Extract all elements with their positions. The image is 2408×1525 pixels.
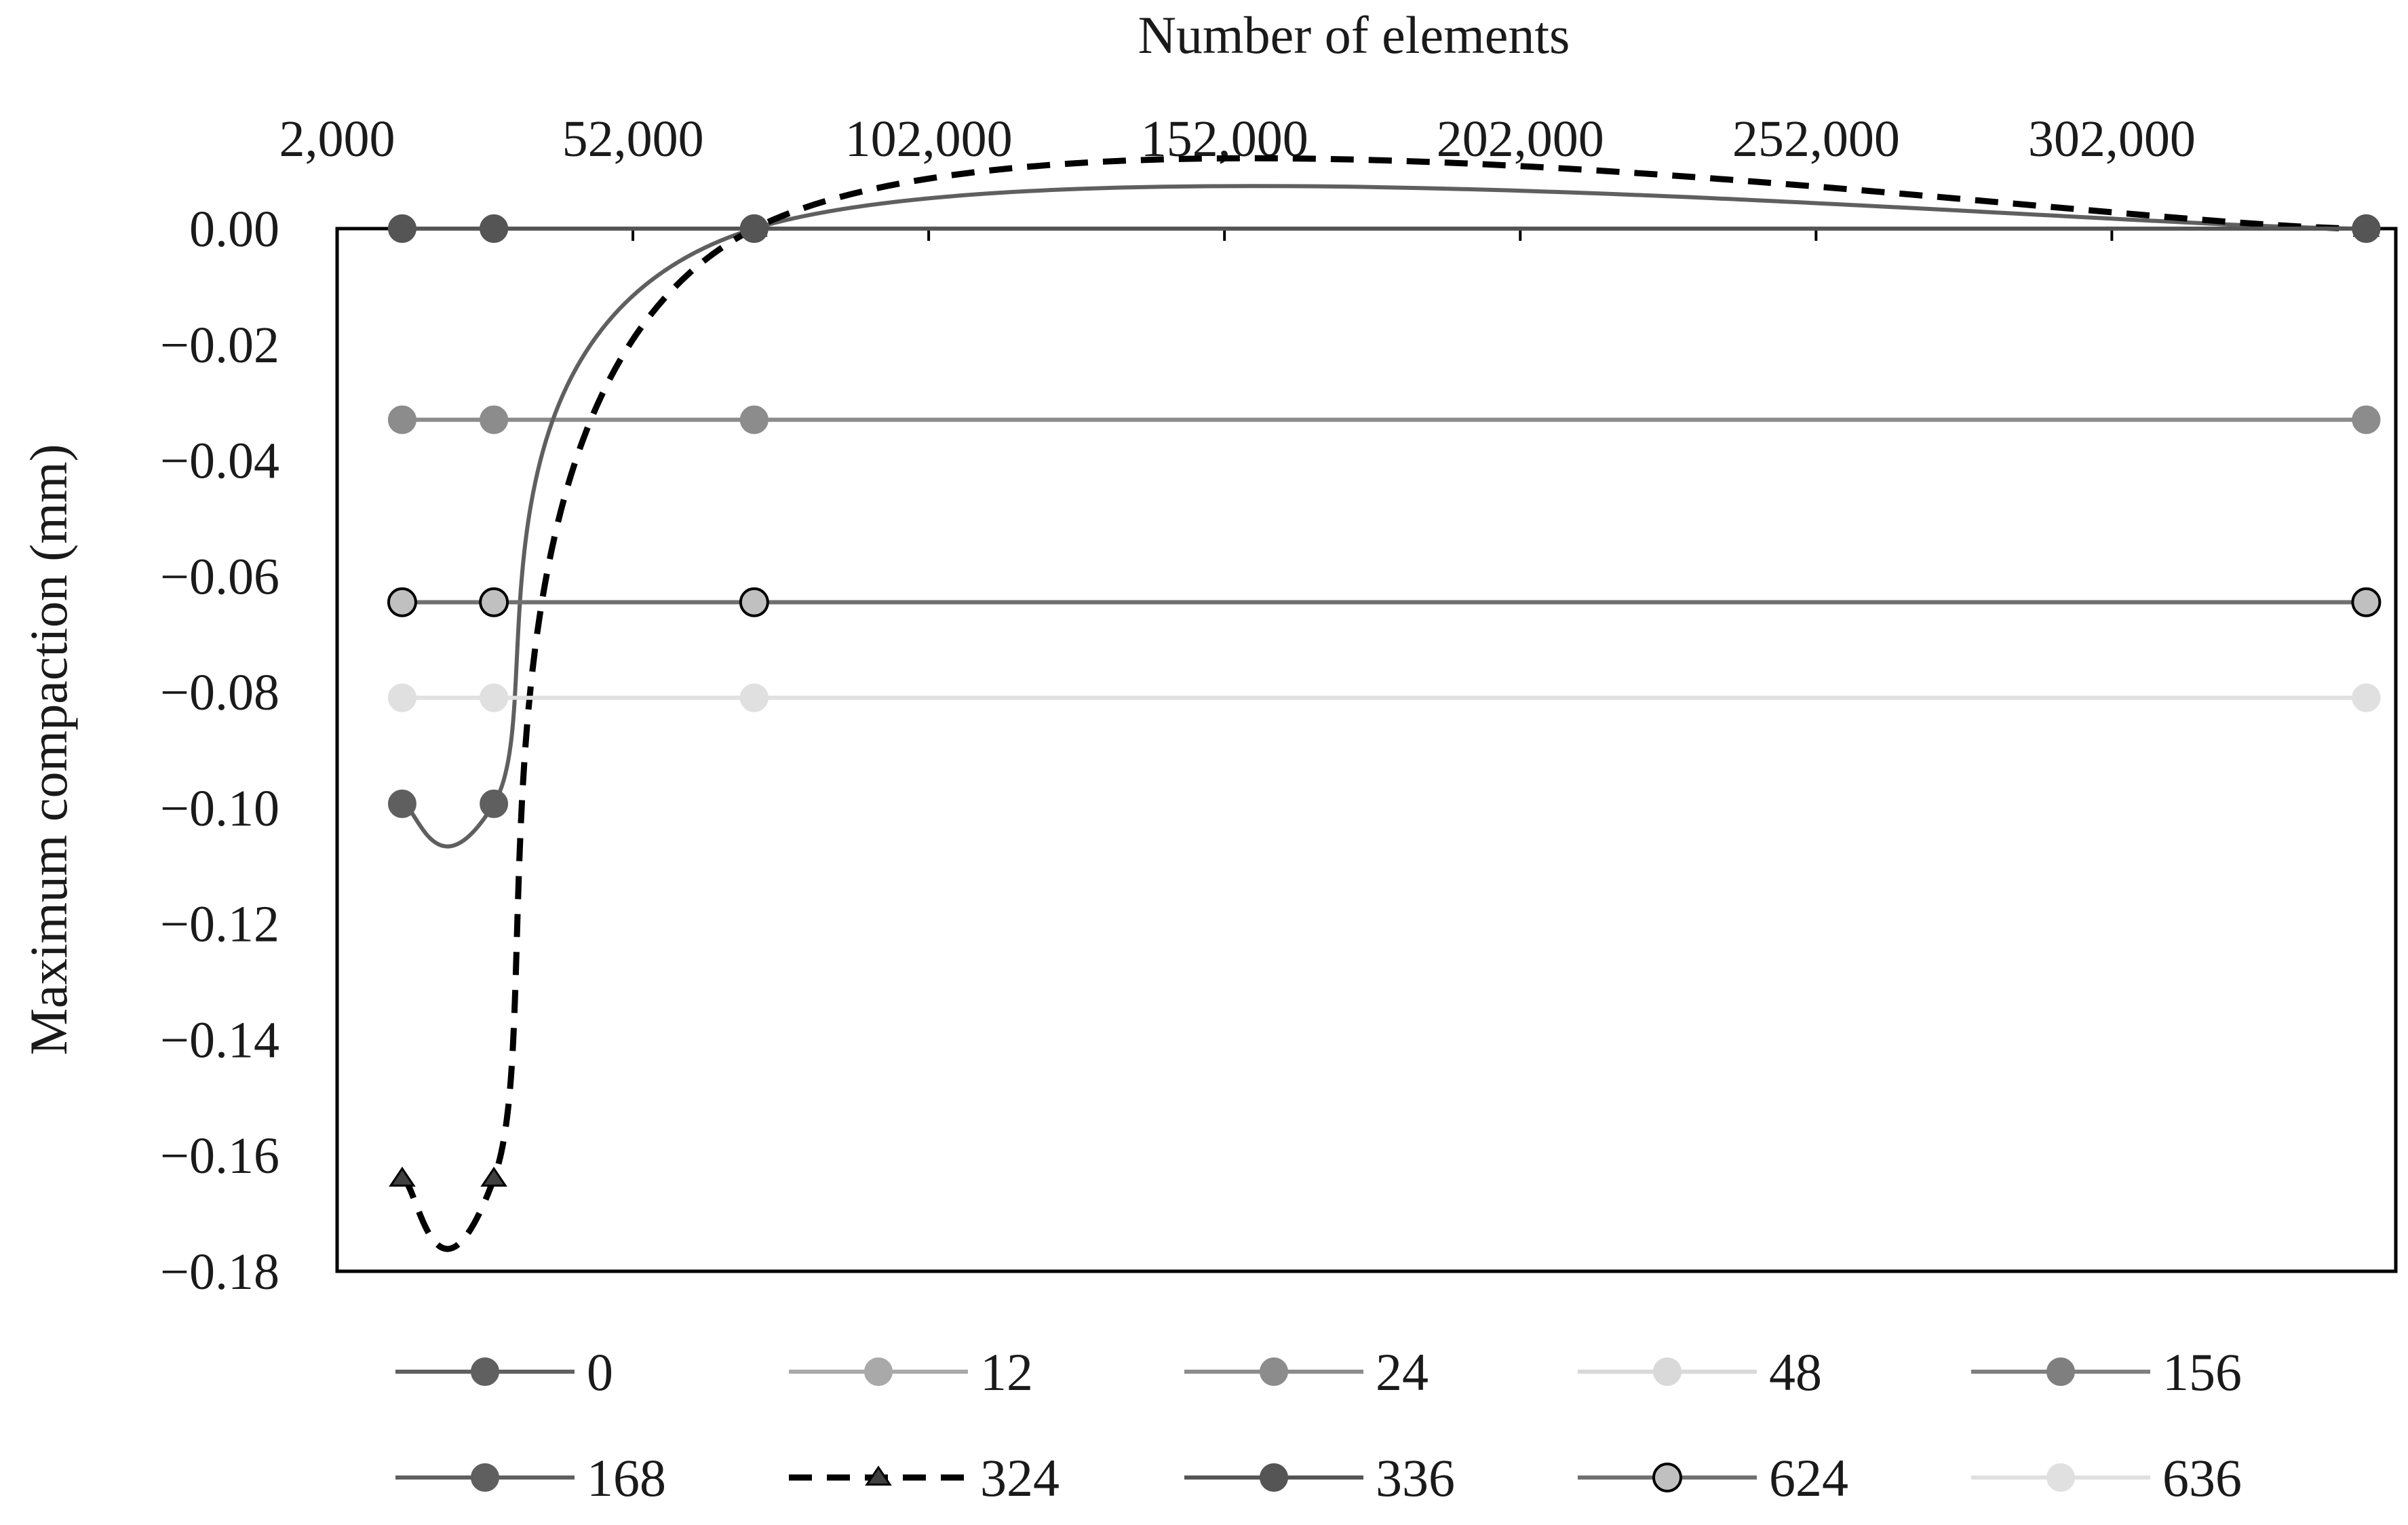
series-168-group: [387, 184, 2381, 849]
legend-label: 636: [2162, 1448, 2242, 1507]
x-axis-title: Number of elements: [1138, 5, 1570, 64]
x-tick-label: 302,000: [2028, 111, 2196, 168]
legend-label: 336: [1376, 1448, 1455, 1507]
series-24-point: [2352, 405, 2381, 434]
legend-item-636: 636: [1971, 1448, 2242, 1507]
legend-swatch-marker: [1260, 1463, 1288, 1492]
legend-item-48: 48: [1578, 1343, 1822, 1402]
legend-swatch-marker: [1653, 1357, 1682, 1386]
series-336-group: [387, 214, 2381, 243]
series-636-group: [387, 683, 2381, 712]
legend-swatch-marker: [1652, 1463, 1682, 1492]
legend-item-0: 0: [395, 1343, 613, 1402]
series-168-point: [387, 789, 416, 818]
series-624-point: [387, 587, 417, 617]
y-tick-label: −0.02: [160, 317, 279, 374]
legend-label: 324: [980, 1448, 1060, 1507]
x-tick-label: 252,000: [1732, 111, 1900, 168]
legend-label: 156: [2162, 1343, 2242, 1402]
series-636-point: [480, 683, 509, 712]
legend-label: 12: [980, 1343, 1033, 1402]
y-tick-label: −0.06: [160, 548, 279, 605]
y-tick-label: 0.00: [189, 201, 279, 258]
series-324-point: [480, 1166, 507, 1187]
legend-swatch-marker: [864, 1357, 893, 1386]
legend-item-624: 624: [1578, 1448, 1848, 1507]
x-tick-label: 52,000: [562, 111, 704, 168]
series-636-point: [387, 683, 416, 712]
series-636-point: [2352, 683, 2381, 712]
legend-swatch-marker: [1260, 1357, 1288, 1386]
legend-item-324: 324: [789, 1448, 1060, 1507]
legend-label: 48: [1769, 1343, 1822, 1402]
legend-swatch-marker: [2046, 1463, 2075, 1492]
series-24-point: [739, 405, 769, 434]
legend-swatch-marker: [2046, 1357, 2075, 1386]
series-624-point: [739, 587, 769, 617]
series-336-point: [739, 214, 769, 243]
legend-item-156: 156: [1971, 1343, 2242, 1402]
plot-area-frame: [335, 227, 2398, 1273]
series-168-point: [480, 789, 509, 818]
series-324-group: [389, 155, 2380, 1252]
series-336-point: [2352, 214, 2381, 243]
legend-item-24: 24: [1184, 1343, 1429, 1402]
series-336-point: [480, 214, 509, 243]
x-tick-label: 2,000: [279, 111, 395, 168]
legend-item-168: 168: [395, 1448, 666, 1507]
legend-group: 0 12 24 48 156 168 324 336 624 636: [395, 1343, 2242, 1507]
y-tick-label: −0.14: [160, 1011, 279, 1068]
axes-group: 2,000 52,000 102,000 152,000 202,000 252,000 3…: [19, 5, 2398, 1300]
series-324-line: [401, 155, 2367, 1252]
legend-label: 0: [587, 1343, 613, 1402]
series-24-point: [480, 405, 509, 434]
legend-label: 24: [1376, 1343, 1429, 1402]
y-tick-label: −0.18: [160, 1243, 279, 1300]
y-tick-label: −0.04: [160, 433, 279, 490]
legend-swatch-marker: [471, 1357, 499, 1386]
legend-item-336: 336: [1184, 1448, 1455, 1507]
series-636-point: [739, 683, 769, 712]
legend-swatch-marker: [865, 1465, 892, 1486]
legend-item-12: 12: [789, 1343, 1033, 1402]
series-624-point: [2351, 587, 2382, 617]
series-24-group: [387, 405, 2381, 434]
legend-swatch-marker: [471, 1463, 499, 1492]
series-168-line: [402, 184, 2367, 849]
x-tick-label: 102,000: [845, 111, 1013, 168]
legend-label: 168: [587, 1448, 666, 1507]
series-624-group: [387, 587, 2382, 617]
series-24-point: [387, 405, 416, 434]
series-336-point: [387, 214, 416, 243]
y-tick-label: −0.08: [160, 664, 279, 721]
series-group: [387, 155, 2382, 1252]
y-tick-label: −0.16: [160, 1127, 279, 1184]
series-624-point: [479, 587, 509, 617]
series-324-point: [389, 1166, 416, 1187]
y-tick-label: −0.10: [160, 780, 279, 837]
legend-label: 624: [1769, 1448, 1848, 1507]
y-tick-label: −0.12: [160, 896, 279, 953]
y-axis-title: Maximum compaction (mm): [19, 444, 78, 1055]
x-tick-label: 202,000: [1437, 111, 1604, 168]
